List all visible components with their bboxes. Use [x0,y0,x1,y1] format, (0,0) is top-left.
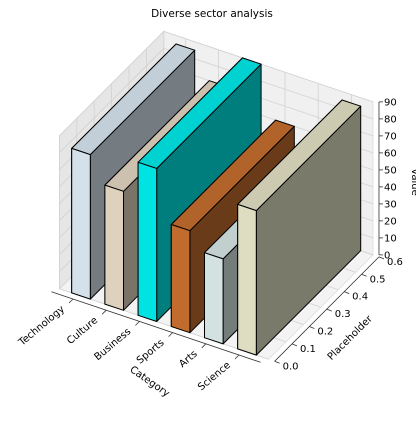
bar-front-face [104,184,124,311]
y-tick [291,343,298,347]
y-tick [344,291,350,295]
x-tick [201,343,207,349]
z-tick-label: 40 [384,182,397,193]
y-tick [378,256,385,260]
chart-bars [71,43,362,356]
y-tick [326,308,332,312]
z-tick-label: 0 [384,250,390,261]
x-tick [68,298,74,304]
bar-science [237,99,362,356]
bar-front-face [71,147,91,300]
z-tick-label: 30 [384,199,397,210]
y-tick-label: 0.5 [370,274,386,285]
x-tick-label: Science [196,360,233,393]
x-tick-label: Arts [177,349,199,370]
x-tick [168,332,173,337]
y-tick-label: 0.0 [283,361,299,372]
y-tick-label: 0.4 [352,292,368,303]
z-tick-label: 70 [384,131,397,142]
x-tick-label: Culture [65,315,100,347]
z-tick-label: 10 [384,233,397,244]
z-axis-label: Value [409,168,416,195]
y-tick-label: 0.2 [317,326,333,337]
x-tick [101,309,107,315]
y-tick [361,273,367,277]
z-tick-label: 20 [384,216,397,227]
y-tick-label: 0.3 [335,309,351,320]
grid-line-y [59,288,269,360]
x-axis-label: Category [128,364,172,399]
x-tick [135,321,140,326]
y-tick-label: 0.6 [387,257,403,268]
y-tick-label: 0.1 [300,344,316,355]
z-tick-label: 50 [384,165,397,176]
x-axis-line [51,291,261,363]
grid-line-z [163,30,374,103]
z-tick-label: 80 [384,114,397,125]
y-tick [309,326,315,329]
bar-front-face [237,203,257,356]
chart-title: Diverse sector analysis [151,8,273,20]
y-tick [274,360,280,364]
x-tick-label: Sports [135,337,167,366]
z-tick-label: 60 [384,148,397,159]
y-axis-label: Placeholder [326,313,376,363]
bar-front-face [170,224,191,334]
x-tick [234,354,240,360]
x-tick-label: Technology [16,304,67,349]
z-tick-label: 90 [384,97,397,108]
bar-front-face [137,161,158,322]
bar-front-face [204,252,224,345]
x-tick-label: Business [92,326,133,363]
